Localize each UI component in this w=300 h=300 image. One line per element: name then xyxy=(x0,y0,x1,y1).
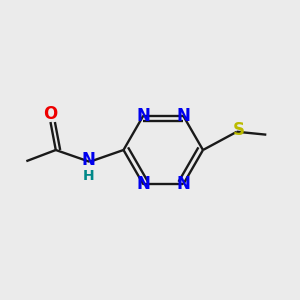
Text: N: N xyxy=(81,151,95,169)
Text: N: N xyxy=(136,106,150,124)
Text: N: N xyxy=(136,176,150,194)
Text: N: N xyxy=(176,176,190,194)
Text: O: O xyxy=(44,105,58,123)
Text: S: S xyxy=(232,121,244,139)
Text: H: H xyxy=(82,169,94,183)
Text: N: N xyxy=(176,106,190,124)
